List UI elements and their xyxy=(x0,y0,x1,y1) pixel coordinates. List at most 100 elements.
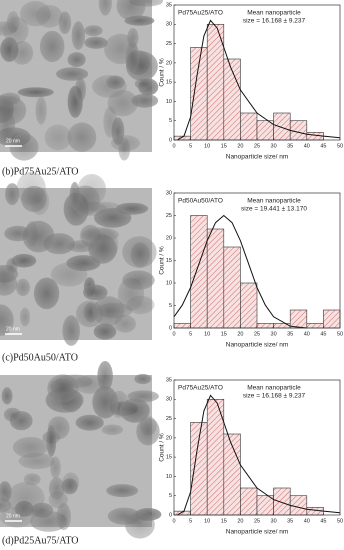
bar xyxy=(240,282,258,329)
bar xyxy=(223,246,241,329)
x-tick-label: 35 xyxy=(287,143,293,149)
y-axis-label: Count / % xyxy=(159,58,166,87)
particle xyxy=(71,185,100,216)
scale-label: 20 nm xyxy=(6,138,20,144)
fit-curve xyxy=(173,214,307,329)
particle xyxy=(75,414,104,431)
y-tick-label: 25 xyxy=(166,416,172,422)
particle xyxy=(0,271,18,296)
y-tick-label: 20 xyxy=(166,60,172,66)
x-tick-label: 30 xyxy=(271,331,277,337)
annotation: Mean nanoparticle xyxy=(247,385,301,392)
particle xyxy=(47,374,79,403)
particle xyxy=(134,373,152,385)
bar xyxy=(240,112,258,141)
y-tick-label: 15 xyxy=(166,455,172,461)
particle xyxy=(131,93,159,108)
particle xyxy=(11,253,37,268)
x-tick-label: 25 xyxy=(254,518,260,524)
x-tick-label: 20 xyxy=(237,143,243,149)
y-tick-label: 0 xyxy=(169,325,172,331)
particle xyxy=(124,510,155,539)
y-tick-label: 30 xyxy=(166,22,172,28)
particle xyxy=(75,77,86,102)
bar xyxy=(273,487,291,516)
caption: (b)Pd75Au25/ATO xyxy=(2,166,78,177)
particle xyxy=(122,270,155,290)
y-tick-label: 30 xyxy=(166,190,172,196)
particle xyxy=(1,387,13,405)
x-tick-label: 35 xyxy=(287,331,293,337)
particle xyxy=(101,424,124,436)
y-tick-label: 10 xyxy=(166,474,172,480)
particle xyxy=(56,67,89,81)
particle xyxy=(9,133,39,161)
particle xyxy=(5,258,18,274)
bar xyxy=(256,495,274,516)
particle xyxy=(22,220,55,253)
particle xyxy=(134,78,152,90)
x-tick-label: 0 xyxy=(172,143,175,149)
x-tick-label: 45 xyxy=(320,331,326,337)
scale-label: 20 nm xyxy=(6,513,20,519)
particle xyxy=(136,417,160,446)
particle xyxy=(107,90,138,117)
particle xyxy=(17,87,54,98)
bar xyxy=(256,323,274,329)
bar xyxy=(273,112,291,141)
particle xyxy=(122,236,157,268)
bar xyxy=(190,215,208,329)
x-tick-label: 15 xyxy=(221,143,227,149)
annotation: Mean nanoparticle xyxy=(247,198,301,205)
particle xyxy=(94,207,132,228)
x-tick-label: 10 xyxy=(204,143,210,149)
particle xyxy=(103,106,118,138)
particle xyxy=(66,255,101,272)
bar xyxy=(256,120,274,141)
particle xyxy=(30,187,50,216)
caption: (c)Pd50Au50/ATO xyxy=(2,352,78,363)
y-tick-label: 5 xyxy=(169,118,172,124)
x-tick-label: 40 xyxy=(304,143,310,149)
particle xyxy=(106,75,125,90)
particle xyxy=(84,36,108,49)
particle xyxy=(50,456,61,479)
bar xyxy=(323,309,341,329)
y-tick-label: 15 xyxy=(166,258,172,264)
particle xyxy=(62,315,80,346)
y-tick-label: 20 xyxy=(166,435,172,441)
particle xyxy=(89,228,119,262)
y-tick-label: 35 xyxy=(166,377,172,383)
bar xyxy=(240,487,258,516)
y-axis-label: Count / % xyxy=(159,246,166,275)
bar xyxy=(273,323,291,329)
bar xyxy=(206,228,225,329)
particle xyxy=(62,472,80,493)
x-tick-label: 25 xyxy=(254,331,260,337)
particle xyxy=(83,284,108,301)
y-tick-label: 10 xyxy=(166,99,172,105)
particle xyxy=(12,436,48,458)
chart-title: Pd50Au50/ATO xyxy=(178,198,223,205)
particle xyxy=(44,124,72,151)
particle xyxy=(71,21,86,50)
particle xyxy=(106,484,139,498)
scale-label: 20 nm xyxy=(6,326,20,332)
particle xyxy=(33,277,60,310)
bar xyxy=(289,309,308,329)
x-tick-label: 20 xyxy=(237,518,243,524)
particle xyxy=(3,16,29,45)
x-tick-label: 20 xyxy=(237,331,243,337)
x-tick-label: 5 xyxy=(189,518,192,524)
x-tick-label: 15 xyxy=(221,331,227,337)
bar xyxy=(173,323,191,329)
x-tick-label: 40 xyxy=(304,518,310,524)
particle xyxy=(93,323,117,340)
particle xyxy=(39,30,65,63)
particle xyxy=(67,52,86,68)
x-tick-label: 15 xyxy=(221,518,227,524)
particle xyxy=(0,481,12,503)
particle xyxy=(0,96,27,125)
particle xyxy=(3,407,22,422)
